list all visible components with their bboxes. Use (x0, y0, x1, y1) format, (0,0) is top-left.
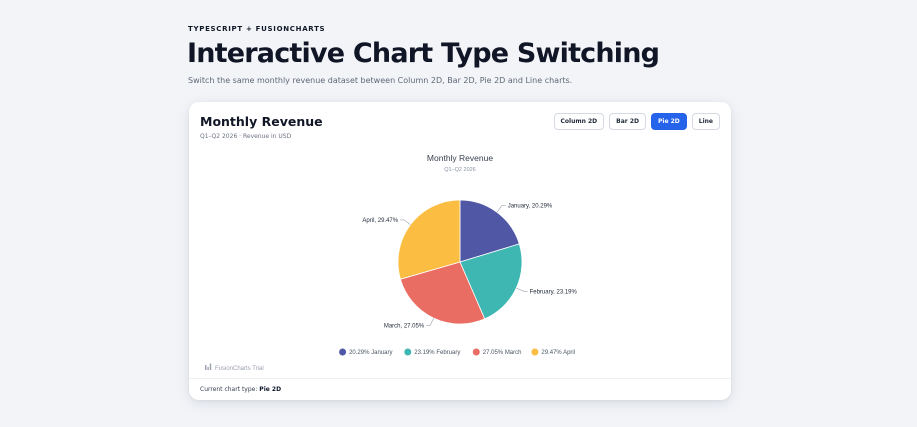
card-title: Monthly Revenue (200, 114, 323, 129)
card-subtitle: Q1–Q2 2026 · Revenue in USD (200, 133, 292, 140)
legend-marker (472, 348, 480, 356)
chart-title: Monthly Revenue (427, 153, 493, 163)
pie-2d-button[interactable]: Pie 2D (650, 113, 687, 130)
legend-label: 23.19% February (414, 350, 460, 356)
page-title: Interactive Chart Type Switching (187, 38, 660, 69)
footer-label: Current chart type: (200, 386, 258, 393)
current-chart-type: Pie 2D (259, 386, 282, 393)
label-leader-line (516, 287, 528, 292)
label-leader-line (400, 219, 411, 225)
bar-2d-button[interactable]: Bar 2D (609, 113, 646, 130)
legend-marker (404, 348, 412, 356)
pie-slice-february[interactable] (459, 243, 523, 320)
pie-slice-march[interactable] (399, 261, 486, 325)
card-footer: Current chart type: Pie 2D (189, 378, 731, 400)
legend-item-march[interactable]: 27.05% March (472, 348, 522, 357)
label-leader-line (496, 205, 506, 213)
pie-chart: Monthly Revenue Q1–Q2 2026 January, 20.2… (205, 153, 578, 372)
legend-marker (531, 348, 539, 356)
column-2d-button[interactable]: Column 2D (553, 113, 605, 130)
pie-slice-january[interactable] (459, 199, 520, 263)
legend-item-january[interactable]: 20.29% January (339, 348, 392, 357)
fusioncharts-logo-icon (205, 363, 212, 370)
watermark: FusionCharts Trial (205, 363, 264, 372)
legend-item-february[interactable]: 23.19% February (404, 348, 460, 357)
label-leader-line (426, 317, 434, 326)
legend-marker (339, 348, 347, 356)
chart-subtitle: Q1–Q2 2026 (444, 167, 476, 173)
watermark-text: FusionCharts Trial (215, 366, 264, 372)
data-label-february: February, 23.19% (530, 289, 578, 295)
data-label-april: April, 29.47% (362, 218, 398, 224)
chart-area: Monthly Revenue Q1–Q2 2026 January, 20.2… (189, 148, 731, 373)
legend-item-april[interactable]: 29.47% April (531, 348, 575, 357)
data-label-march: March, 27.05% (384, 323, 425, 329)
legend-label: 27.05% March (483, 350, 522, 356)
page-subtitle: Switch the same monthly revenue dataset … (188, 76, 573, 85)
line-button[interactable]: Line (691, 113, 720, 130)
legend-label: 20.29% January (349, 350, 392, 356)
data-label-january: January, 20.29% (508, 204, 553, 210)
chart-type-switcher: Column 2D Bar 2D Pie 2D Line (553, 113, 720, 130)
chart-card: Monthly Revenue Q1–Q2 2026 · Revenue in … (189, 102, 731, 400)
page-eyebrow: TYPESCRIPT + FUSIONCHARTS (188, 25, 326, 33)
legend-label: 29.47% April (541, 350, 575, 356)
